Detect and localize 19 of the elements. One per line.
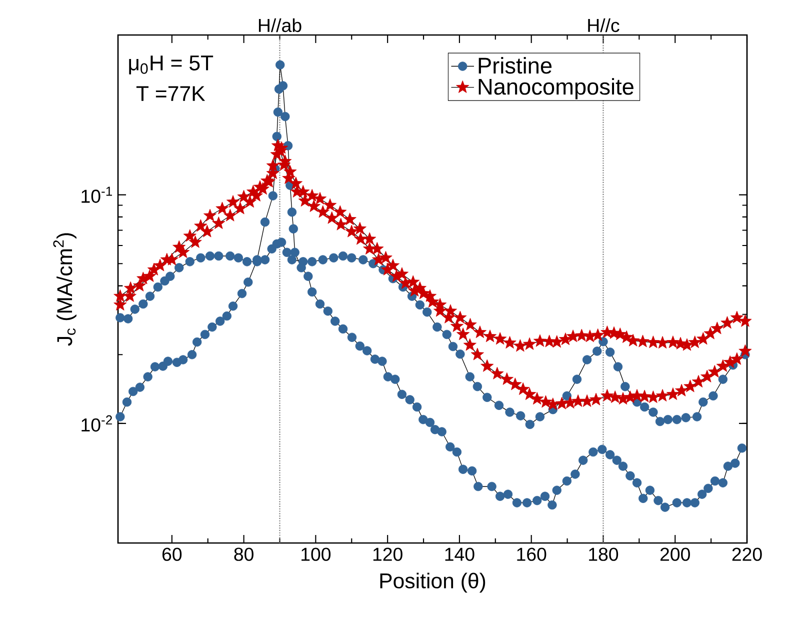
- y-axis-title: J$_{c}$ (MA/cm$^{2}$): [53, 233, 76, 346]
- ref-line-label: H//ab: [258, 18, 302, 32]
- x-tick-label: 160: [517, 548, 546, 561]
- legend-label: Pristine: [478, 57, 552, 74]
- annotation: μ$_{0}$H = 5T: [129, 56, 214, 74]
- x-tick-label: 60: [162, 548, 182, 561]
- legend-label: Nanocomposite: [478, 78, 634, 100]
- x-tick-label: 220: [732, 548, 762, 561]
- y-tick-label: 10$^{-1}$: [82, 186, 112, 203]
- x-tick-label: 180: [589, 548, 618, 561]
- x-tick-label: 100: [302, 548, 331, 561]
- x-tick-label: 140: [445, 548, 474, 561]
- x-axis-title: Position (θ): [380, 572, 486, 593]
- x-tick-label: 80: [234, 548, 254, 561]
- x-tick-label: 200: [660, 548, 690, 561]
- ref-line-label: H//c: [588, 18, 620, 32]
- annotation: T =77K: [136, 86, 206, 101]
- y-tick-label: 10$^{-2}$: [82, 415, 112, 432]
- x-tick-label: 120: [373, 548, 402, 561]
